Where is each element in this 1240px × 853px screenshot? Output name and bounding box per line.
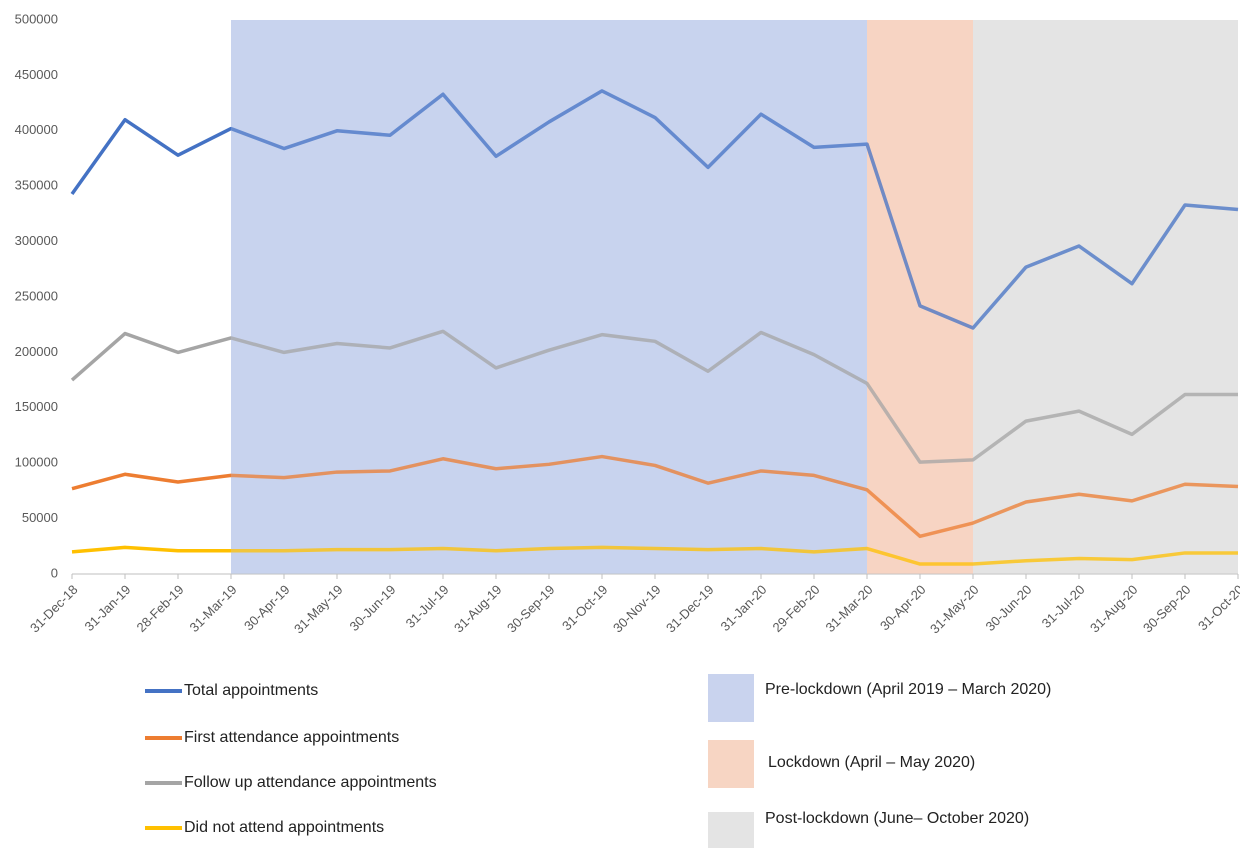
x-tick-label: 31-May-19 (291, 582, 346, 637)
x-tick-label: 30-Sep-19 (504, 582, 558, 636)
period-tint (973, 20, 1238, 574)
x-tick-label: 29-Feb-20 (770, 582, 823, 635)
x-tick-label: 30-Apr-19 (241, 582, 292, 633)
period-band (867, 20, 973, 574)
x-tick-label: 31-Dec-19 (663, 582, 717, 636)
x-tick-label: 31-Jul-20 (1039, 582, 1088, 631)
series-line (71, 454, 1239, 539)
x-tick-label: 31-Jul-19 (403, 582, 452, 631)
series-line (70, 89, 1239, 330)
x-tick-label: 30-Jun-19 (347, 582, 399, 634)
period-tint (867, 20, 973, 574)
legend-swatch (708, 674, 754, 722)
y-tick-label: 450000 (15, 67, 58, 82)
y-tick-label: 300000 (15, 233, 58, 248)
legend-swatch (708, 740, 754, 788)
y-tick-label: 50000 (22, 510, 58, 525)
legend-label: Did not attend appointments (184, 819, 384, 836)
y-tick-label: 100000 (15, 455, 58, 470)
legend-swatch (708, 812, 754, 848)
y-tick-label: 500000 (15, 11, 58, 26)
x-tick-label: 30-Nov-19 (610, 582, 664, 636)
x-tick-label: 28-Feb-19 (134, 582, 187, 635)
legend-label: Pre-lockdown (April 2019 – March 2020) (765, 681, 1051, 698)
x-tick-label: 31-Mar-20 (823, 582, 876, 635)
x-tick-label: 31-Aug-20 (1087, 582, 1141, 636)
x-tick-label: 31-May-20 (927, 582, 982, 637)
period-band (973, 20, 1238, 574)
legend-label: First attendance appointments (184, 729, 399, 746)
x-tick-label: 31-Oct-20 (1195, 582, 1240, 633)
period-tint (231, 20, 867, 574)
legend-label: Lockdown (April – May 2020) (768, 754, 975, 771)
legend-label: Post-lockdown (June– October 2020) (765, 810, 1029, 827)
y-tick-label: 350000 (15, 178, 58, 193)
x-tick-label: 31-Dec-18 (27, 582, 81, 636)
legend-label: Follow up attendance appointments (184, 774, 437, 791)
x-tick-label: 31-Oct-19 (559, 582, 610, 633)
period-band (231, 20, 867, 574)
series-line (71, 545, 1238, 566)
x-tick-label: 30-Apr-20 (877, 582, 928, 633)
y-tick-label: 200000 (15, 344, 58, 359)
x-tick-label: 31-Mar-19 (187, 582, 240, 635)
series-line (70, 329, 1238, 464)
x-tick-label: 30-Sep-20 (1140, 582, 1194, 636)
y-tick-label: 400000 (15, 122, 58, 137)
x-tick-label: 31-Aug-19 (451, 582, 505, 636)
y-tick-label: 150000 (15, 399, 58, 414)
x-tick-label: 30-Jun-20 (983, 582, 1035, 634)
legend-label: Total appointments (184, 682, 318, 699)
y-tick-label: 250000 (15, 288, 58, 303)
y-tick-label: 0 (51, 565, 58, 580)
x-tick-label: 31-Jan-19 (82, 582, 134, 634)
x-tick-label: 31-Jan-20 (718, 582, 770, 634)
